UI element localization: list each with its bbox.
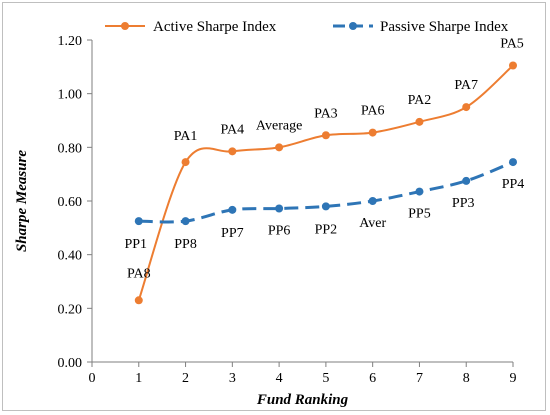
x-tick-label: 3 xyxy=(229,371,236,386)
series-passive xyxy=(134,158,517,226)
series-line xyxy=(138,160,514,224)
legend: Active Sharpe Index Passive Sharpe Index xyxy=(105,19,509,35)
data-point xyxy=(509,61,517,70)
data-label: PA4 xyxy=(221,122,245,137)
data-point xyxy=(415,187,424,196)
data-point xyxy=(275,143,284,152)
data-label: PA5 xyxy=(500,36,524,51)
y-tick-label: 0.80 xyxy=(58,141,83,156)
x-tick-label: 1 xyxy=(135,371,142,386)
data-label: PP5 xyxy=(408,207,431,222)
data-label: PA8 xyxy=(127,266,151,281)
legend-swatch-marker xyxy=(349,22,357,30)
data-label: PP8 xyxy=(174,237,197,252)
x-tick-label: 7 xyxy=(416,371,423,386)
data-point xyxy=(228,147,237,156)
data-point xyxy=(321,131,330,140)
data-point xyxy=(509,158,517,167)
chart-frame xyxy=(2,2,546,411)
point-labels: PA8 PA1 PA4 Average PA3 PA6 PA2 PA7 PA5 PP1 PP8 PP7… xyxy=(124,36,524,281)
x-tick-label: 6 xyxy=(369,371,376,386)
y-tick-label: 0.60 xyxy=(58,195,83,210)
axes: 0.00 0.20 0.40 0.60 0.80 1.00 1.20 0 1 2 3 4 5 6 7 8 9 xyxy=(58,34,517,386)
data-point xyxy=(181,217,190,226)
data-label: Average xyxy=(256,118,302,133)
data-label: PP6 xyxy=(268,224,291,239)
data-point xyxy=(181,158,190,167)
y-tick-label: 0.40 xyxy=(58,249,83,264)
series-active xyxy=(134,61,517,305)
data-point xyxy=(228,205,237,214)
y-tick-label: 0.00 xyxy=(58,356,83,371)
y-tick-label: 0.20 xyxy=(58,302,83,317)
legend-label: Active Sharpe Index xyxy=(153,19,277,35)
data-point xyxy=(368,128,377,137)
data-label: PA6 xyxy=(361,104,385,119)
x-tick-label: 5 xyxy=(322,371,329,386)
data-label: Aver xyxy=(359,216,386,231)
legend-swatch-marker xyxy=(121,22,129,30)
data-point xyxy=(134,217,143,226)
data-label: PA2 xyxy=(408,93,432,108)
data-point xyxy=(462,103,471,112)
y-tick-label: 1.20 xyxy=(58,34,83,49)
data-label: PP7 xyxy=(221,226,244,241)
series-layer xyxy=(134,61,517,305)
data-point xyxy=(275,204,284,213)
data-point xyxy=(462,176,471,185)
data-point xyxy=(134,296,143,305)
x-tick-label: 8 xyxy=(463,371,470,386)
data-point xyxy=(321,202,330,211)
data-label: PA1 xyxy=(174,129,198,144)
data-label: PP2 xyxy=(315,222,338,237)
x-tick-label: 0 xyxy=(89,371,96,386)
x-axis-title: Fund Ranking xyxy=(256,392,349,408)
data-label: PP3 xyxy=(452,196,475,211)
y-axis-title: Sharpe Measure xyxy=(14,150,30,252)
x-tick-label: 4 xyxy=(276,371,283,386)
data-label: PP4 xyxy=(502,177,525,192)
legend-label: Passive Sharpe Index xyxy=(380,19,509,35)
x-tick-label: 9 xyxy=(510,371,517,386)
data-label: PP1 xyxy=(124,237,147,252)
data-point xyxy=(415,117,424,126)
data-label: PA3 xyxy=(314,106,338,121)
data-label: PA7 xyxy=(454,78,478,93)
x-tick-label: 2 xyxy=(182,371,189,386)
y-tick-label: 1.00 xyxy=(58,88,83,103)
data-point xyxy=(368,197,377,205)
